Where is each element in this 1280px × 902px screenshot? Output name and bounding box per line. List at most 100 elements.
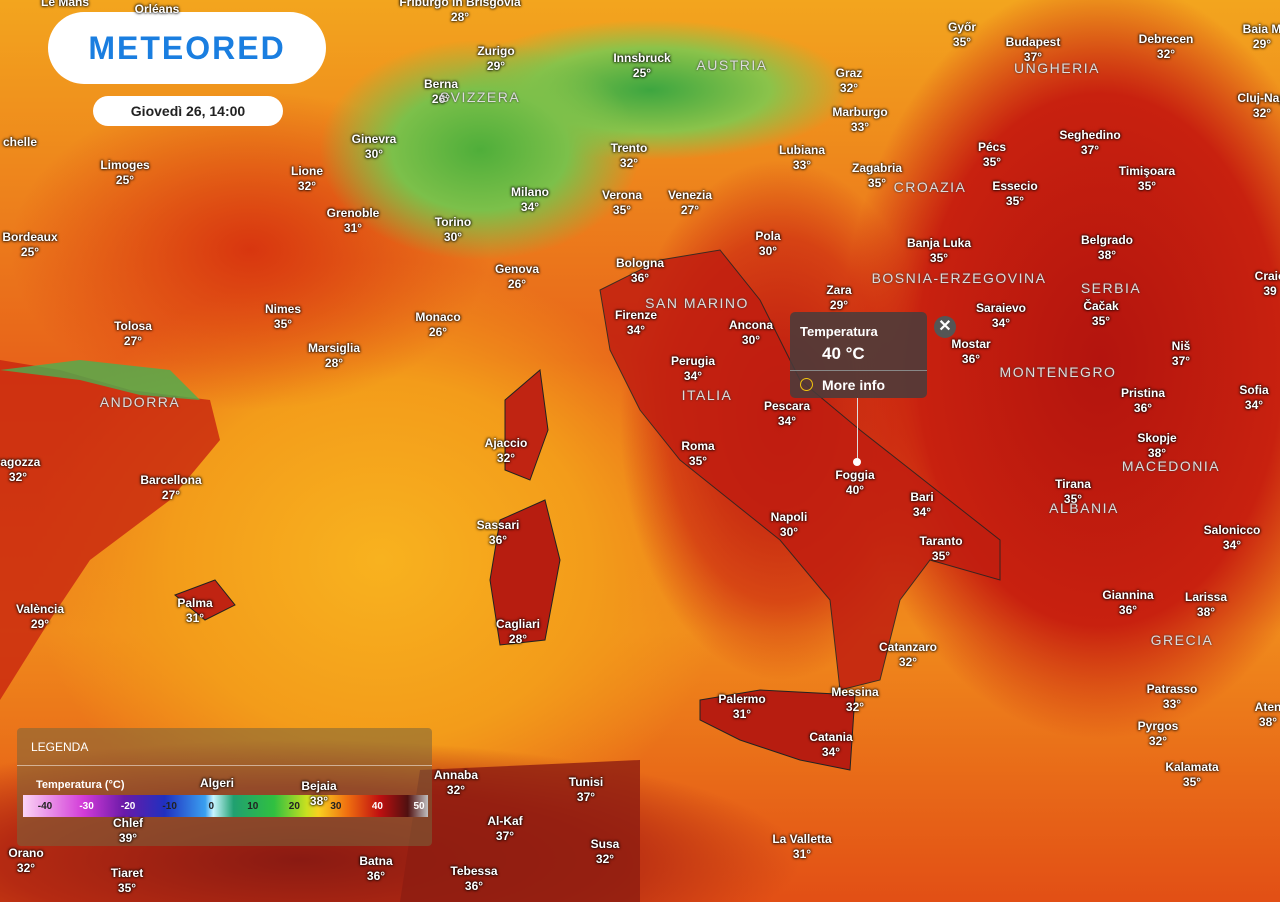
logo[interactable]: METEORED — [48, 12, 326, 84]
city-label[interactable]: Ginevra 30° — [352, 132, 397, 162]
city-label[interactable]: Berna 26° — [424, 77, 458, 107]
city-label[interactable]: Salonicco 34° — [1204, 523, 1261, 553]
city-label[interactable]: Zagabria 35° — [852, 161, 902, 191]
city-label[interactable]: Debrecen 32° — [1139, 32, 1194, 62]
city-label[interactable]: Lubiana 33° — [779, 143, 825, 173]
city-label[interactable]: Le Mans — [41, 0, 89, 10]
city-label[interactable]: Innsbruck 25° — [613, 51, 670, 81]
city-label[interactable]: La Valletta 31° — [772, 832, 831, 862]
city-label[interactable]: Perugia 34° — [671, 354, 715, 384]
city-label[interactable]: Bari 34° — [910, 490, 933, 520]
city-name: Innsbruck — [613, 51, 671, 65]
city-label[interactable]: Marburgo 33° — [832, 105, 887, 135]
city-label[interactable]: ragozza 32° — [0, 455, 40, 485]
city-label[interactable]: Cluj-Nap32° — [1237, 91, 1280, 121]
city-label[interactable]: Sassari 36° — [477, 518, 520, 548]
city-label[interactable]: Niš 37° — [1172, 339, 1191, 369]
city-label[interactable]: Lione 32° — [291, 164, 323, 194]
city-label[interactable]: Taranto 35° — [919, 534, 962, 564]
city-label[interactable]: Verona 35° — [602, 188, 642, 218]
city-label[interactable]: Pescara 34° — [764, 399, 810, 429]
city-label[interactable]: Ancona 30° — [729, 318, 773, 348]
city-label[interactable]: Roma 35° — [681, 439, 714, 469]
city-label[interactable]: Giannina 36° — [1102, 588, 1153, 618]
city-temp: 32° — [845, 700, 865, 714]
city-label[interactable]: Belgrado 38° — [1081, 233, 1133, 263]
city-label[interactable]: Timişoara 35° — [1119, 164, 1175, 194]
city-label[interactable]: Orano 32° — [8, 846, 43, 876]
city-label[interactable]: Marsiglia 28° — [308, 341, 360, 371]
city-temp: 36° — [1118, 603, 1138, 617]
city-label[interactable]: Foggia 40° — [835, 468, 874, 498]
city-label[interactable]: Al-Kaf 37° — [487, 814, 522, 844]
city-label[interactable]: Firenze 34° — [615, 308, 657, 338]
city-label[interactable]: Barcellona 27° — [140, 473, 201, 503]
city-label[interactable]: Craio39 — [1255, 269, 1280, 299]
city-label[interactable]: Milano 34° — [511, 185, 549, 215]
city-label[interactable]: Mostar 36° — [951, 337, 990, 367]
city-label[interactable]: Palma 31° — [177, 596, 212, 626]
city-label[interactable]: Friburgo in Brisgovia 28° — [399, 0, 520, 25]
city-label[interactable]: Ajaccio 32° — [485, 436, 528, 466]
city-label[interactable]: Susa 32° — [591, 837, 620, 867]
city-name: Niš — [1171, 339, 1191, 353]
city-label[interactable]: Bordeaux 25° — [2, 230, 57, 260]
city-label[interactable]: Trento 32° — [611, 141, 648, 171]
city-label[interactable]: Sofia 34° — [1239, 383, 1268, 413]
city-label[interactable]: Zurigo 29° — [477, 44, 514, 74]
city-label[interactable]: Torino 30° — [435, 215, 471, 245]
more-info-link[interactable]: More info — [822, 377, 885, 393]
city-label[interactable]: Essecio 35° — [992, 179, 1037, 209]
city-label[interactable]: Nimes 35° — [265, 302, 301, 332]
city-label[interactable]: Tolosa 27° — [114, 319, 152, 349]
city-name: Firenze — [614, 308, 658, 322]
city-label[interactable]: Banja Luka 35° — [907, 236, 971, 266]
city-label[interactable]: Pristina 36° — [1121, 386, 1165, 416]
city-label[interactable]: Monaco 26° — [415, 310, 460, 340]
city-label[interactable]: Pécs 35° — [978, 140, 1006, 170]
city-label[interactable]: Chlef 39° — [113, 816, 143, 846]
city-label[interactable]: Zara 29° — [826, 283, 851, 313]
city-label[interactable]: Bologna 36° — [616, 256, 664, 286]
close-button[interactable]: ✕ — [934, 316, 956, 338]
city-label[interactable]: Annaba 32° — [434, 768, 478, 798]
city-label[interactable]: Kalamata 35° — [1165, 760, 1218, 790]
city-label[interactable]: Čačak 35° — [1083, 299, 1118, 329]
city-label[interactable]: Aten 38° — [1255, 700, 1280, 730]
city-label[interactable]: Baia M 29° — [1243, 22, 1280, 52]
city-label[interactable]: Tirana 35° — [1055, 477, 1091, 507]
city-label[interactable]: Limoges 25° — [100, 158, 149, 188]
city-label[interactable]: Napoli 30° — [771, 510, 808, 540]
country-label: ALBANIA — [1049, 500, 1119, 516]
city-label[interactable]: Batna 36° — [359, 854, 392, 884]
city-label[interactable]: Venezia 27° — [668, 188, 712, 218]
city-label[interactable]: Catania 34° — [809, 730, 852, 760]
city-label[interactable]: Skopje 38° — [1137, 431, 1176, 461]
city-label[interactable]: Catanzaro 32° — [879, 640, 937, 670]
city-label[interactable]: Messina 32° — [831, 685, 878, 715]
city-label[interactable]: Orléans — [135, 2, 180, 17]
city-label[interactable]: Seghedino 37° — [1059, 128, 1120, 158]
city-temp: 30° — [443, 230, 463, 244]
city-label[interactable]: València 29° — [16, 602, 64, 632]
city-label[interactable]: Cagliari 28° — [496, 617, 540, 647]
city-label[interactable]: Graz 32° — [836, 66, 863, 96]
city-label[interactable]: Bejaia 38° — [301, 779, 336, 809]
city-label[interactable]: Budapest 37° — [1006, 35, 1061, 65]
city-label[interactable]: Genova 26° — [495, 262, 539, 292]
city-name: Messina — [831, 685, 879, 699]
city-label[interactable]: chelle — [3, 135, 37, 150]
city-label[interactable]: Palermo 31° — [718, 692, 765, 722]
city-label[interactable]: Győr 35° — [948, 20, 976, 50]
city-label[interactable]: Tebessa 36° — [450, 864, 497, 894]
city-label[interactable]: Pola 30° — [755, 229, 780, 259]
city-label[interactable]: Pyrgos 32° — [1138, 719, 1179, 749]
city-label[interactable]: Grenoble 31° — [327, 206, 380, 236]
city-label[interactable]: Tiaret 35° — [111, 866, 143, 896]
city-label[interactable]: Saraievo 34° — [976, 301, 1026, 331]
city-label[interactable]: Algeri — [200, 776, 234, 791]
city-label[interactable]: Patrasso 33° — [1147, 682, 1198, 712]
city-label[interactable]: Tunisi 37° — [569, 775, 603, 805]
city-name: Foggia — [835, 468, 875, 482]
city-label[interactable]: Larissa 38° — [1185, 590, 1227, 620]
